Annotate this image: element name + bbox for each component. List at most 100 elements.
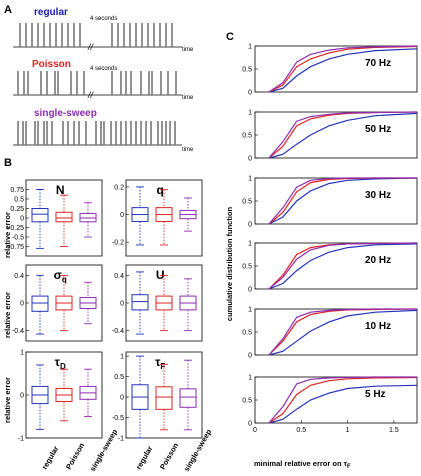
cdf-line-single-sweep <box>268 45 418 93</box>
y-tick-label: 0 <box>248 421 252 428</box>
cdf-line-Poisson <box>268 308 418 356</box>
y-tick-label: 0.75 <box>10 187 24 194</box>
subplot-title: τD <box>55 355 66 371</box>
ylabel-row3: relative error <box>3 377 12 423</box>
x-tick-label: 1.5 <box>389 427 399 434</box>
frequency-label: 5 Hz <box>365 389 386 400</box>
axes-box <box>254 308 418 356</box>
annotation-4-seconds-regular: 4 seconds <box>90 16 117 22</box>
y-tick-label: -0.75 <box>8 244 24 251</box>
y-tick-label: 0 <box>248 156 252 163</box>
boxplot-tau-d: 1 0 -1 τD <box>18 350 103 443</box>
y-tick-label: 1 <box>248 110 252 117</box>
cdf-line-single-sweep <box>268 242 418 290</box>
cdf-line-regular <box>268 243 418 290</box>
cdf-line-Poisson <box>268 45 418 93</box>
cdf-subplot: 0 0.5 1 20 Hz <box>242 241 418 294</box>
cdf-line-single-sweep <box>268 177 417 225</box>
x-tick-label: 1 <box>346 427 350 434</box>
group-label-poisson-right: Poisson <box>158 441 181 471</box>
axes-box <box>125 179 203 257</box>
time-label-poisson: time <box>182 95 194 101</box>
cdf-line-regular <box>268 309 418 356</box>
y-tick-label: -1 <box>118 436 124 443</box>
y-tick-label: 0.5 <box>242 133 252 140</box>
ylabel-row2: relative error <box>3 292 12 338</box>
cdf-line-regular <box>268 384 418 424</box>
y-tick-label: 1 <box>120 354 124 361</box>
y-tick-label: 0 <box>20 393 24 400</box>
time-label-regular: time <box>182 47 194 53</box>
cdf-line-single-sweep <box>268 308 417 356</box>
cdf-subplot: 0 0.5 1 10 Hz <box>242 307 418 360</box>
time-label-single-sweep: time <box>182 147 194 153</box>
group-label-poisson: Poisson <box>64 441 87 471</box>
axes-box <box>254 111 418 159</box>
y-tick-label: 0 <box>248 222 252 229</box>
frequency-label: 50 Hz <box>365 124 391 135</box>
group-label-regular-right: regular <box>134 444 155 471</box>
break-mark-regular: // <box>87 42 95 52</box>
y-tick-label: -1 <box>18 436 24 443</box>
box-single-sweep <box>179 388 197 408</box>
cdf-line-regular <box>268 112 418 159</box>
group-label-single-sweep: single-sweep <box>88 427 120 473</box>
box-regular <box>131 294 149 311</box>
y-tick-label: 1 <box>248 375 252 382</box>
y-tick-label: 0.5 <box>242 264 252 271</box>
ylabel-row1: relative error <box>3 212 12 258</box>
y-tick-label: 0 <box>20 216 24 223</box>
y-tick-label: 0 <box>248 90 252 97</box>
axes-box <box>125 351 203 439</box>
group-labels-left: regular Poisson single-sweep <box>40 427 120 473</box>
frequency-label: 20 Hz <box>365 255 391 266</box>
cdf-line-single-sweep <box>268 111 418 159</box>
panel-label-c: C <box>226 31 234 43</box>
y-tick-label: 0.4 <box>114 273 124 280</box>
boxplot-tau-f: 1 0.5 0 -0.5 -1 τF <box>112 351 203 443</box>
y-tick-label: -0.4 <box>112 328 124 335</box>
y-tick-label: 1 <box>248 176 252 183</box>
y-tick-label: 0 <box>248 287 252 294</box>
y-tick-label: -0.2 <box>112 240 124 247</box>
group-label-regular: regular <box>40 444 61 471</box>
y-tick-label: 1 <box>248 44 252 51</box>
boxplot-sigma-q: 0.4 0 -0.4 σq <box>12 264 103 342</box>
y-tick-label: 0.25 <box>10 206 24 213</box>
y-tick-label: -0.5 <box>12 235 24 242</box>
panel-label-a: A <box>4 4 12 16</box>
subplot-title: σq <box>54 268 67 284</box>
y-tick-label: 0.5 <box>242 67 252 74</box>
cdf-xlabel: minimal relative error on τF <box>254 459 351 470</box>
spike-train-poisson: Poisson 4 seconds // time <box>13 59 194 101</box>
y-tick-label: 0.5 <box>242 330 252 337</box>
break-mark-poisson: // <box>87 90 95 100</box>
box-Poisson <box>155 386 173 410</box>
y-tick-label: 0.5 <box>242 199 252 206</box>
y-tick-label: -0.25 <box>8 225 24 232</box>
x-tick-label: 0.5 <box>296 427 306 434</box>
cdf-line-regular <box>268 177 418 225</box>
cdf-line-Poisson <box>268 177 417 225</box>
y-tick-label: 1 <box>248 307 252 314</box>
group-label-single-sweep-right: single-sweep <box>182 427 214 473</box>
frequency-label: 70 Hz <box>365 58 391 69</box>
cdf-line-regular <box>268 48 418 93</box>
y-tick-label: 1 <box>20 350 24 357</box>
boxplot-u: 0.40-0.4U <box>112 264 203 342</box>
row-label-poisson: Poisson <box>32 59 71 70</box>
y-tick-label: 1 <box>248 241 252 248</box>
cdf-line-single-sweep <box>268 376 417 424</box>
cdf-subplot: 0 0.5 1 70 Hz <box>242 44 418 97</box>
row-label-regular: regular <box>34 7 68 18</box>
panel-label-b: B <box>4 157 12 169</box>
spike-train-regular: regular 4 seconds // time <box>13 7 194 53</box>
x-tick-label: 0 <box>253 427 257 434</box>
cdf-subplot: 0 0.5 1 30 Hz <box>242 176 418 229</box>
cdf-line-Poisson <box>268 111 418 159</box>
row-label-single-sweep: single-sweep <box>34 108 97 119</box>
y-tick-label: 0.4 <box>14 273 24 280</box>
y-tick-label: 0 <box>120 212 124 219</box>
cdf-line-Poisson <box>268 376 418 424</box>
